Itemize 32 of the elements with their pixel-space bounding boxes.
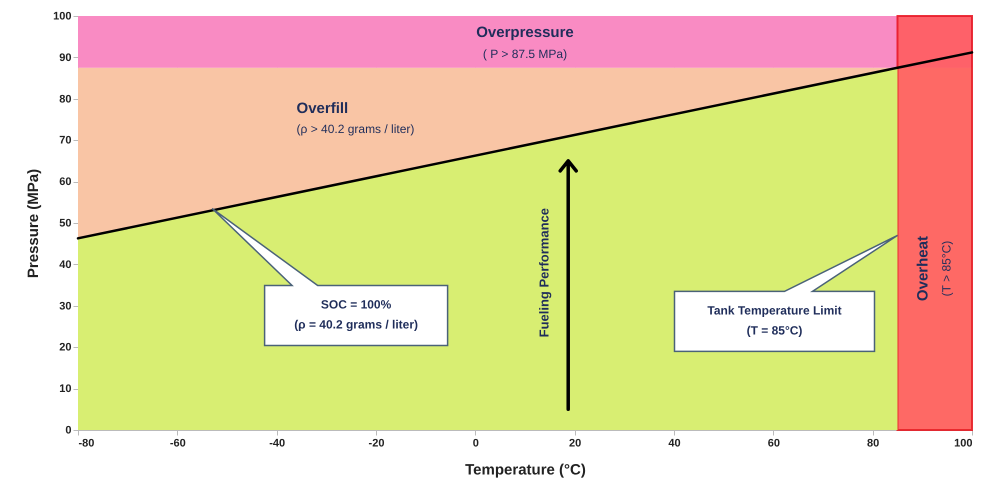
x-axis-title: Temperature (°C) bbox=[465, 462, 586, 478]
x-tick-label: 0 bbox=[472, 438, 479, 450]
band-label: Overheat bbox=[914, 236, 932, 302]
x-tick-label: -60 bbox=[170, 438, 186, 450]
y-tick-label: 60 bbox=[59, 176, 72, 188]
annotation: Tank Temperature Limit (T = 85°C) bbox=[707, 304, 842, 338]
annotation: ( P > 87.5 MPa) bbox=[482, 47, 568, 62]
x-tick-label: 60 bbox=[768, 438, 780, 450]
annotation: (ρ > 40.2 grams / liter) bbox=[296, 122, 414, 136]
x-tick-label: 80 bbox=[867, 438, 880, 450]
x-tick-label: -80 bbox=[78, 438, 94, 450]
annotation: Fueling Performance bbox=[536, 208, 552, 338]
y-tick-label: 70 bbox=[59, 134, 72, 147]
y-tick-label: 20 bbox=[59, 342, 72, 354]
y-tick-label: 10 bbox=[59, 383, 72, 396]
x-tick-label: 100 bbox=[954, 438, 972, 450]
y-tick-label: 30 bbox=[59, 300, 72, 312]
y-tick-label: 40 bbox=[59, 258, 72, 271]
x-tick-label: -40 bbox=[269, 438, 286, 450]
x-tick-label: -20 bbox=[368, 438, 384, 450]
y-axis-title: Pressure (MPa) bbox=[25, 168, 42, 278]
y-tick-label: 0 bbox=[65, 424, 72, 436]
y-tick-label: 90 bbox=[59, 52, 72, 64]
annotation: (T > 85°C) bbox=[940, 240, 954, 296]
y-tick-label: 80 bbox=[59, 93, 72, 106]
y-tick-label: 50 bbox=[59, 218, 72, 230]
band-label: Overpressure bbox=[476, 24, 574, 42]
x-tick-label: 20 bbox=[569, 438, 582, 450]
annotation: SOC = 100% (ρ = 40.2 grams / liter) bbox=[294, 298, 418, 332]
band-label: Overfill bbox=[296, 100, 348, 118]
y-tick-label: 100 bbox=[53, 10, 72, 22]
x-tick-label: 40 bbox=[668, 438, 681, 450]
